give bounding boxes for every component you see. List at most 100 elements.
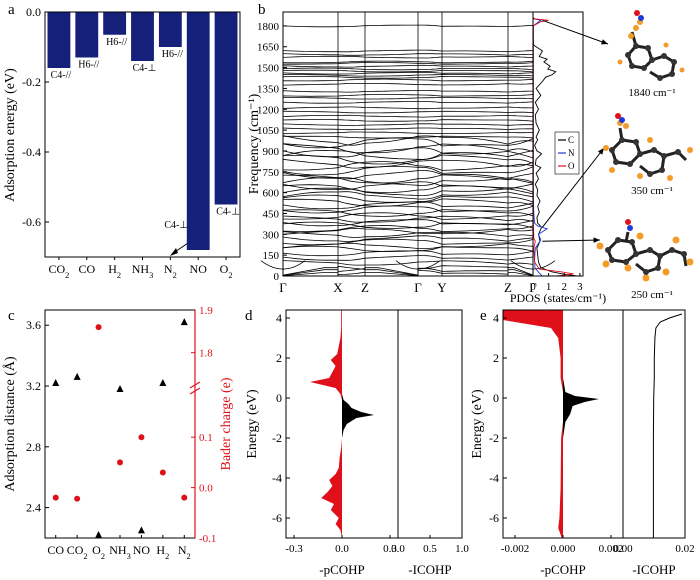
y-tick-label: -4 <box>272 471 282 485</box>
panel-a-plot: CO2 C4-// CO H6-// H2 H6-// NH3 C4-⊥ N2 H6-// NO C4… <box>22 5 240 280</box>
panel-a-arrowhead <box>170 248 178 256</box>
legend-label-n: N <box>568 148 575 158</box>
phonon-band <box>283 62 534 65</box>
phonon-band <box>282 227 534 235</box>
y-tick-label: -4 <box>489 471 499 485</box>
panel-b-band-plot: Γ X Z Γ Y Z Γ015030045060075090010501200135015… <box>257 12 556 295</box>
phonon-band <box>282 127 533 131</box>
phonon-band <box>282 110 534 114</box>
k-label: Y <box>437 280 447 295</box>
y-tick-label: -2 <box>489 431 499 445</box>
charge-point-co <box>52 494 59 501</box>
icohp-line <box>652 313 683 538</box>
phonon-band <box>282 260 534 266</box>
panel-e-x2label: -ICOHP <box>632 562 675 577</box>
panel-c-y2label: Bader charge (e) <box>219 377 234 470</box>
panel-e-letter: e <box>480 308 487 324</box>
phonon-band <box>282 191 534 200</box>
phonon-band <box>282 114 534 118</box>
y-tick-label: -6 <box>489 511 499 525</box>
panel-c-letter: c <box>8 308 15 324</box>
phonon-band <box>282 90 533 93</box>
x-tick-label-co: CO <box>47 543 64 557</box>
bar-label-o2: C4-⊥ <box>216 207 240 218</box>
panel-b-arrows <box>541 19 609 243</box>
phonon-band <box>282 83 534 86</box>
panel-b-ylabel: Frequency (cm⁻¹) <box>247 93 262 194</box>
charge-point-h2 <box>159 469 166 476</box>
panel-b-pdos-frame <box>532 11 584 277</box>
annotation-350: 350 cm⁻¹ <box>631 185 673 197</box>
phonon-band <box>282 219 534 227</box>
y2-tick-label: 1.9 <box>199 305 213 317</box>
phonon-band <box>282 181 534 191</box>
phonon-band <box>282 94 534 97</box>
phonon-band <box>282 212 534 220</box>
phonon-band <box>282 147 534 158</box>
y-tick-label: 1650 <box>257 42 280 54</box>
panel-b: b Γ X Z Γ Y Z Γ0150300450600750900105012001350… <box>247 2 694 305</box>
y-tick-label: -0.6 <box>22 215 41 229</box>
charge-point-n2 <box>181 494 188 501</box>
y-tick-label: 1050 <box>257 125 280 137</box>
x-tick-label-co2: CO2 <box>67 543 88 561</box>
mode-arrowhead <box>597 148 604 155</box>
panel-d-ylabel: Energy (eV) <box>245 389 260 459</box>
phonon-band <box>282 131 534 135</box>
phonon-band <box>282 24 534 28</box>
phonon-band <box>282 123 533 126</box>
panel-c-plot: CO CO2 O2 NH3 NO H2 N2 2.4 2.8 3.2 3.6 -0.1 0.0 0.1 1.… <box>26 305 216 561</box>
panel-e-xlabel: -pCOHP <box>540 562 586 577</box>
phonon-band <box>282 60 534 64</box>
k-label: Z <box>361 280 369 295</box>
bar-label-co2: C4-// <box>51 70 72 81</box>
y-tick-label: -0.2 <box>22 75 41 89</box>
x-tick-label-h2: H2 <box>156 543 169 561</box>
phonon-band <box>282 170 534 180</box>
phonon-band <box>282 215 534 223</box>
y-tick-label: 3.6 <box>26 318 41 332</box>
panel-b-pdos-xlabel: PDOS (states/cm⁻¹) <box>510 291 606 305</box>
bar-label-co: H6-// <box>78 60 99 71</box>
x-tick-label-o2: O2 <box>220 262 233 280</box>
distance-point-co2 <box>73 372 81 380</box>
phonon-band <box>282 194 534 203</box>
phonon-band <box>282 235 534 242</box>
y-tick-label: 0 <box>493 391 499 405</box>
phonon-band <box>282 106 533 110</box>
bar-o2 <box>214 12 238 205</box>
y2-tick-label: 0.0 <box>199 483 213 495</box>
pdos-x-tick-label: 3 <box>577 281 583 293</box>
panel-c: c CO CO2 O2 NH3 NO H2 N2 2.4 2.8 3.2 3.6 -0.1 0.0 0.1… <box>2 305 234 561</box>
x2-tick-label: 0.5 <box>423 543 437 555</box>
phonon-band <box>282 201 534 210</box>
k-label: Γ <box>279 280 287 295</box>
phonon-band <box>282 67 534 71</box>
panel-c-frame <box>44 309 196 539</box>
phonon-band <box>282 71 534 75</box>
panel-d-icohp-frame <box>397 309 463 539</box>
phonon-band <box>282 267 534 276</box>
y-tick-label: 150 <box>263 250 280 262</box>
y-tick-label: 1350 <box>257 83 280 95</box>
panel-d-plot: 420-2-4-6-0.3 0.0 0.30.0 0.5 1.0 <box>272 310 469 555</box>
phonon-band <box>282 209 534 217</box>
bar-label-h2: H6-// <box>106 37 127 48</box>
phonon-band <box>282 143 534 154</box>
panel-e-ylabel: Energy (eV) <box>470 389 485 459</box>
y-tick-label: 750 <box>263 167 280 179</box>
x-tick-label-nh3: NH3 <box>132 262 154 280</box>
phonon-band <box>282 245 534 252</box>
x-tick-label-co2: CO2 <box>48 262 69 280</box>
x-tick-label-o2: O2 <box>92 543 105 561</box>
pcohp-bonding-fill <box>342 310 374 538</box>
bar-h2 <box>103 12 127 35</box>
phonon-band <box>282 265 534 276</box>
charge-point-no <box>138 434 145 441</box>
y-tick-label: 1200 <box>257 104 280 116</box>
panel-e-icohp-frame <box>622 309 686 539</box>
phonon-band <box>282 73 534 77</box>
panel-a: a CO2 C4-// CO H6-// H2 H6-// NH3 C4-⊥ N2 H6-// NO… <box>3 2 241 280</box>
